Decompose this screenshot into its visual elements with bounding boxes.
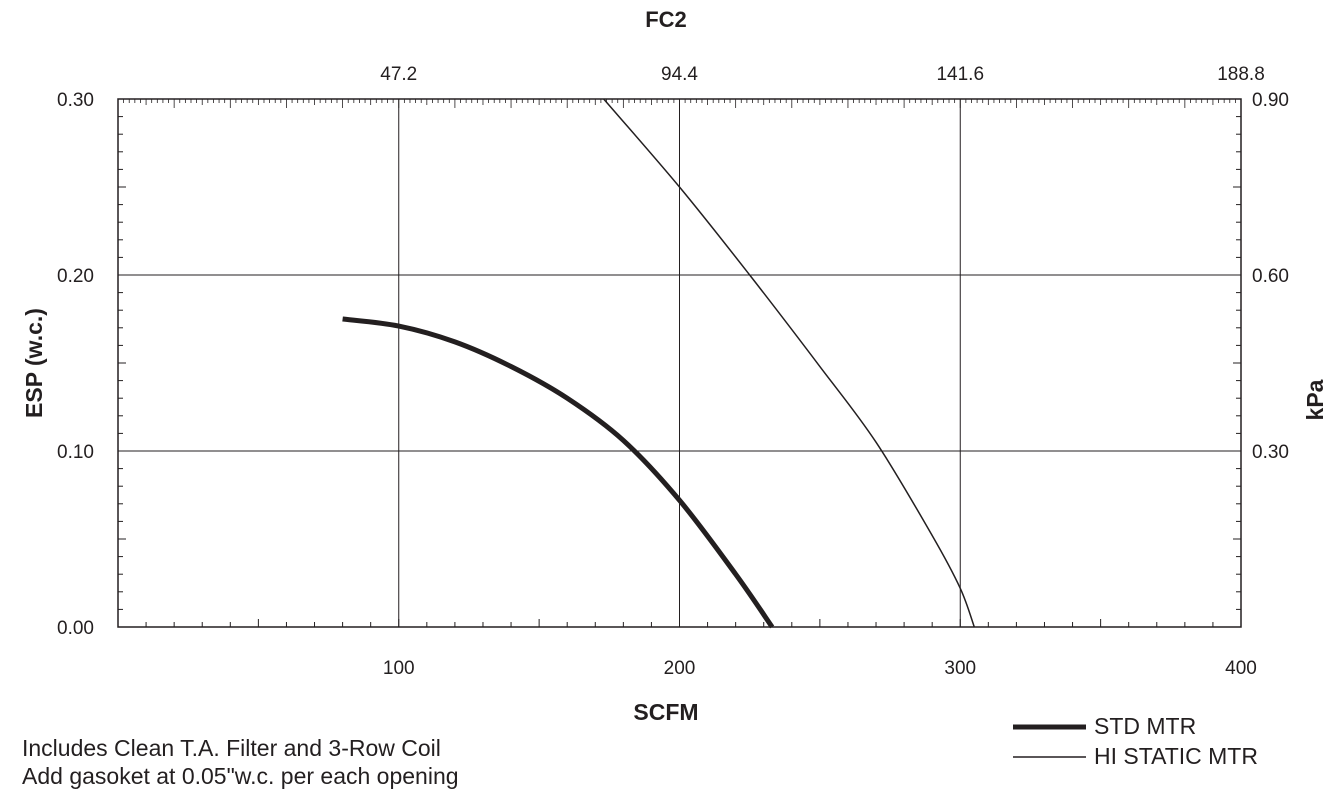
series-line-std-mtr (342, 316, 775, 629)
y-axis-label: ESP (w.c.) (21, 308, 47, 418)
right-axis-label: 0.30 (1252, 442, 1289, 463)
y-tick-label: 0.00 (57, 618, 94, 639)
grid-lines (118, 99, 1241, 627)
y-tick-label: 0.20 (57, 266, 94, 287)
fan-curve-chart: 100 200 300 400 0.00 0.10 0.20 0.30 47.2 94.4 141.… (21, 7, 1328, 769)
series-line-hi-static-mtr (603, 98, 975, 628)
x-tick-label: 100 (383, 658, 415, 679)
tick-labels: 100 200 300 400 0.00 0.10 0.20 0.30 47.2 94.4 141.… (57, 64, 1289, 679)
x-tick-label: 400 (1225, 658, 1257, 679)
y-tick-label: 0.30 (57, 90, 94, 111)
series-lines (342, 98, 975, 629)
top-axis-label: 94.4 (661, 64, 698, 85)
top-axis-label: 188.8 (1217, 64, 1265, 85)
right-axis-label: 0.90 (1252, 90, 1289, 111)
top-axis-label: 47.2 (380, 64, 417, 85)
right-axis-label: 0.60 (1252, 266, 1289, 287)
legend-label-hi-static-mtr: HI STATIC MTR (1094, 743, 1258, 769)
y-tick-label: 0.10 (57, 442, 94, 463)
top-axis-label: 141.6 (936, 64, 984, 85)
y2-axis-label: kPa (1302, 379, 1328, 420)
note-line-2: Add gasoket at 0.05"w.c. per each openin… (22, 763, 459, 789)
chart-title: FC2 (645, 7, 687, 32)
x-tick-label: 300 (944, 658, 976, 679)
legend: STD MTR HI STATIC MTR (1013, 713, 1258, 769)
x-tick-label: 200 (664, 658, 696, 679)
note-line-1: Includes Clean T.A. Filter and 3-Row Coi… (22, 735, 441, 761)
plot-frame (117, 98, 1242, 628)
legend-label-std-mtr: STD MTR (1094, 713, 1196, 739)
x-axis-label: SCFM (633, 699, 698, 725)
